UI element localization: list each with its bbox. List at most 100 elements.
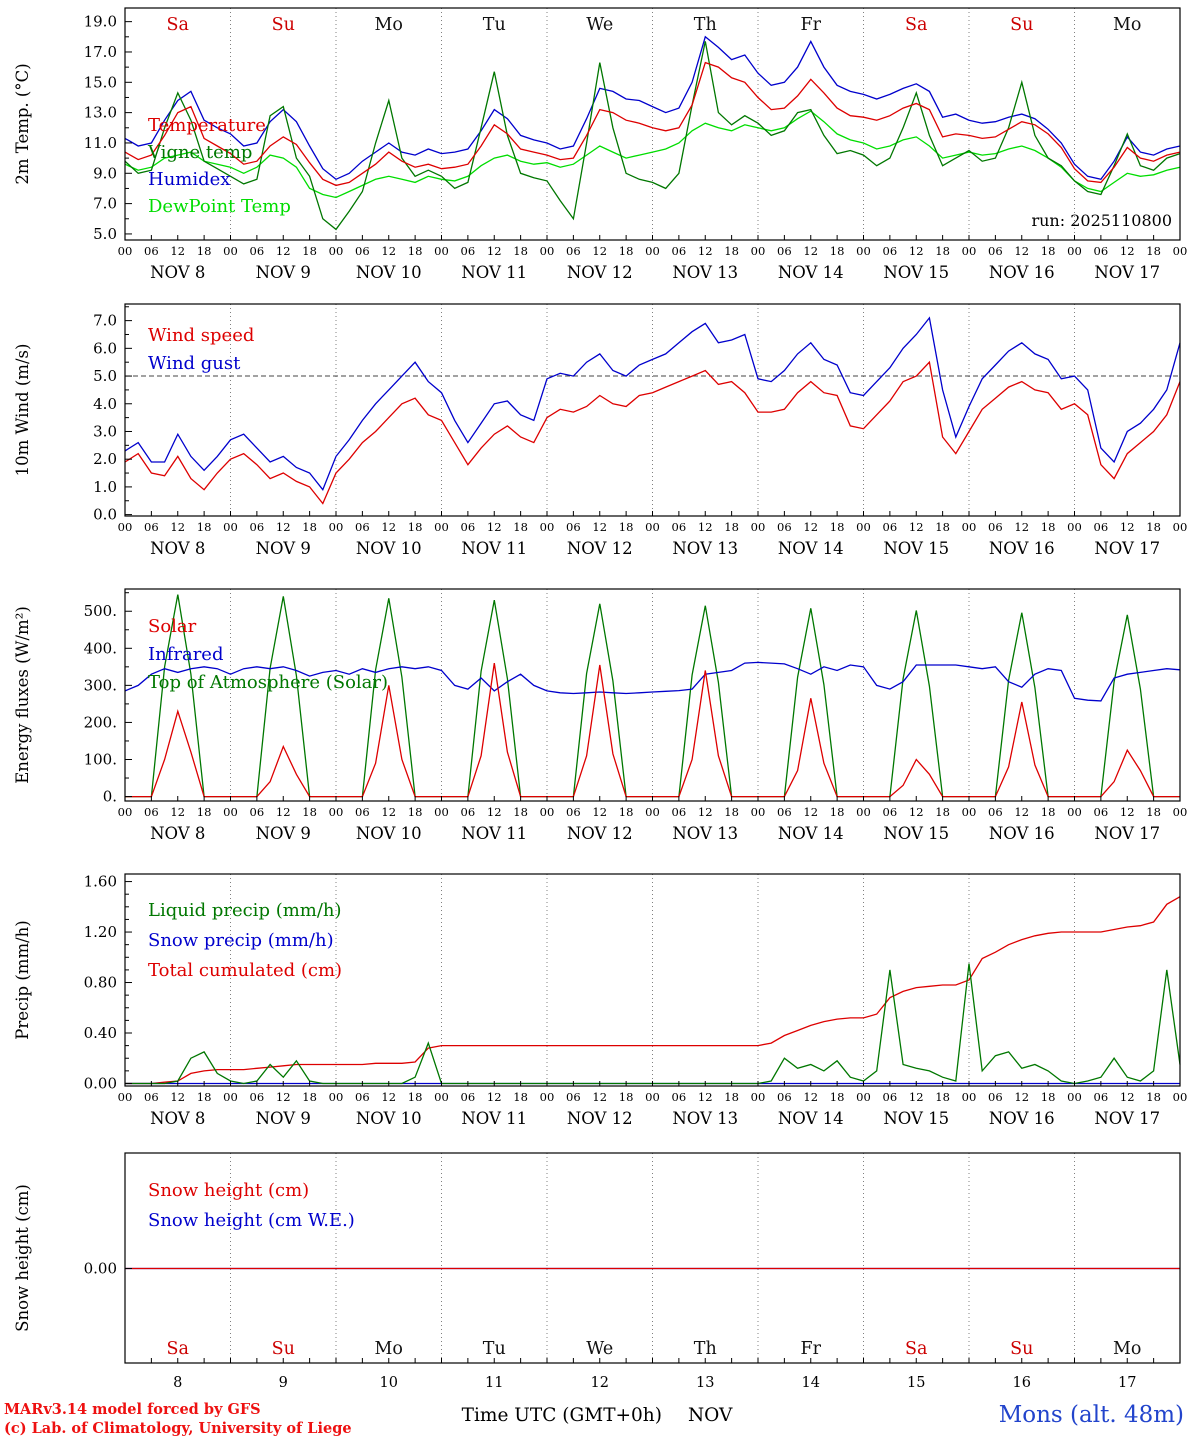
hour-tick-label: 06 [672,520,687,534]
day-number: 15 [907,1375,925,1391]
y-tick-label: 5.0 [93,225,117,243]
dow-label: Mo [1113,1339,1141,1359]
y-tick-label: 7.0 [93,312,117,330]
hour-tick-label: 00 [118,1090,133,1104]
y-tick-label: 9.0 [93,164,117,182]
hour-tick-label: 06 [883,805,898,819]
day-label: NOV 12 [567,263,633,282]
panel-energy-fluxes: 0. 100. 200. 300. 400. 500. 00 06 12 18 00 06 12 18 00… [0,577,1194,862]
day-label: NOV 13 [672,1109,738,1128]
series-temperature [124,61,1181,187]
legend-snow-height-cm: Snow height (cm) [148,1180,309,1201]
day-label: NOV 11 [461,1109,527,1128]
dow-label: We [586,15,613,35]
hour-tick-label: 00 [223,520,238,534]
y-tick-label: 0.00 [84,1074,117,1092]
y-tick-label: 13.0 [84,104,117,122]
dow-label: Fr [800,1339,821,1359]
y-tick-label: 400. [84,639,117,657]
dow-label: Mo [1113,15,1141,35]
hour-tick-label: 18 [1146,1090,1161,1104]
day-label: NOV 16 [989,824,1055,843]
x-axis-title: Time UTC (GMT+0h) NOV [0,1405,1194,1426]
hour-tick-label: 18 [935,520,950,534]
day-label: NOV 14 [778,1109,844,1128]
hour-tick-label: 00 [434,244,449,258]
hour-tick-label: 18 [724,805,739,819]
hour-tick-label: 06 [883,520,898,534]
y-tick-label: 500. [84,602,117,620]
y-tick-label: 19.0 [84,13,117,31]
hour-tick-label: 18 [830,1090,845,1104]
hour-tick-label: 18 [408,805,423,819]
hour-tick-label: 18 [830,805,845,819]
hour-tick-label: 18 [197,520,212,534]
hour-tick-label: 12 [487,244,502,258]
y-tick-label: 0.40 [84,1024,117,1042]
dow-label: Sa [905,1339,927,1359]
hour-tick-label: 12 [276,805,291,819]
hour-tick-label: 00 [223,244,238,258]
day-label: NOV 13 [672,824,738,843]
hour-tick-label: 06 [250,520,265,534]
hour-tick-label: 06 [988,520,1003,534]
hour-tick-label: 12 [592,1090,607,1104]
hour-tick-label: 12 [487,520,502,534]
dow-label: Th [694,15,717,35]
day-label: NOV 10 [356,824,422,843]
month-label: NOV [687,1405,733,1426]
hour-tick-label: 18 [197,805,212,819]
hour-tick-label: 06 [777,1090,792,1104]
hour-tick-label: 00 [645,244,660,258]
hour-tick-label: 06 [883,244,898,258]
hour-tick-label: 00 [1067,244,1082,258]
y-tick-label: 7.0 [93,195,117,213]
hour-tick-label: 00 [751,1090,766,1104]
dow-label: We [586,1339,613,1359]
hour-tick-label: 06 [1094,805,1109,819]
hour-tick-label: 00 [1067,805,1082,819]
hour-tick-label: 12 [592,520,607,534]
hour-tick-label: 12 [1014,1090,1029,1104]
day-label: NOV 17 [1094,263,1160,282]
hour-tick-label: 12 [698,520,713,534]
day-label: NOV 17 [1094,539,1160,558]
series-vigne-temp [124,41,1181,231]
hour-tick-label: 18 [619,1090,634,1104]
hour-tick-label: 00 [434,520,449,534]
hour-tick-label: 18 [302,520,317,534]
hour-tick-label: 06 [1094,244,1109,258]
hour-tick-label: 12 [170,520,185,534]
dow-label: Fr [800,15,821,35]
hour-tick-label: 18 [408,1090,423,1104]
chart-2m-temperature: 5.0 7.0 9.0 11.0 13.0 15.0 17.0 19.0 00 06 12 18 00 0… [13,7,1187,282]
y-tick-label: 1.20 [84,923,117,941]
hour-tick-label: 18 [302,805,317,819]
day-label: NOV 15 [883,824,949,843]
hour-tick-label: 06 [355,520,370,534]
dow-label: Sa [905,15,927,35]
chart-energy-fluxes: 0. 100. 200. 300. 400. 500. 00 06 12 18 00 06 12 18 00… [13,588,1187,843]
legend-snow-height-cm-w-e: Snow height (cm W.E.) [148,1210,355,1231]
hour-tick-label: 06 [777,805,792,819]
legend-humidex: Humidex [148,169,230,190]
day-label: NOV 12 [567,1109,633,1128]
hour-tick-label: 00 [329,244,344,258]
hour-tick-label: 18 [513,805,528,819]
legend-snow-precip-mm-h: Snow precip (mm/h) [148,930,334,951]
hour-tick-label: 00 [751,520,766,534]
hour-tick-label: 06 [672,805,687,819]
hour-tick-label: 00 [223,1090,238,1104]
y-tick-label: 5.0 [93,367,117,385]
hour-tick-label: 06 [250,1090,265,1104]
hour-tick-label: 06 [988,244,1003,258]
y-tick-label: 200. [84,713,117,731]
hour-tick-label: 06 [988,1090,1003,1104]
hour-tick-label: 06 [672,244,687,258]
hour-tick-label: 12 [909,244,924,258]
hour-tick-label: 12 [381,520,396,534]
hour-tick-label: 06 [1094,520,1109,534]
hour-tick-label: 12 [170,805,185,819]
hour-tick-label: 12 [698,1090,713,1104]
y-tick-label: 0.80 [84,974,117,992]
